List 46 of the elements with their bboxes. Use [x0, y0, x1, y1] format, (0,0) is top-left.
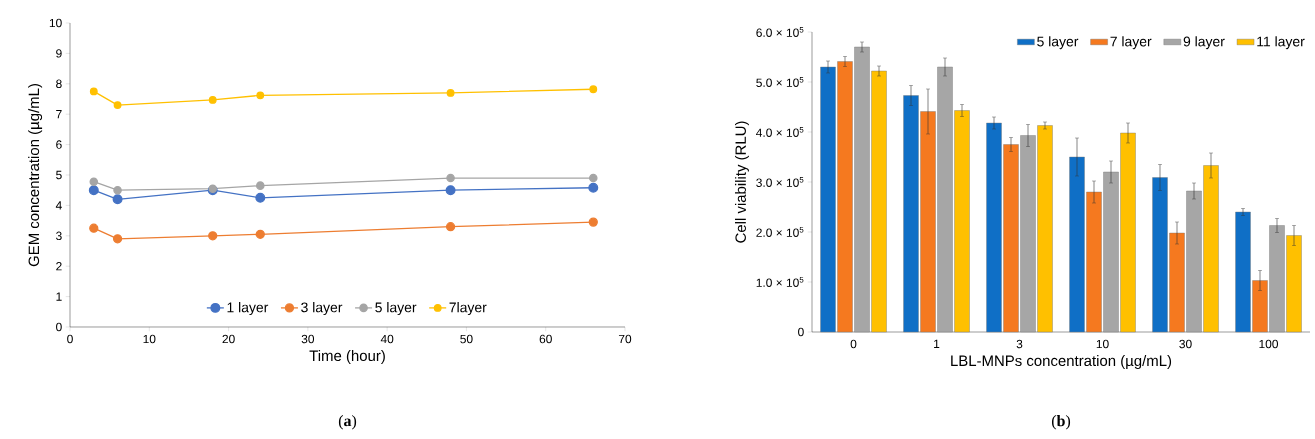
x-tick-label: 0: [67, 334, 73, 344]
x-tick-label: 10: [143, 334, 156, 344]
x-tick-label: 70: [618, 334, 632, 344]
y-tick-label: 5.0 × 10$^{5}$: [756, 77, 804, 87]
x-tick-label: 30: [1179, 339, 1192, 349]
legend-label: 7layer: [449, 302, 487, 316]
x-tick-label: 1: [934, 339, 940, 348]
y-tick-label: 7: [56, 110, 62, 119]
text: (a): [338, 415, 357, 430]
legend-label: 5 layer: [375, 302, 417, 316]
x-tick-label: 10: [1096, 339, 1109, 349]
y-tick-label: 10: [49, 18, 62, 28]
y-axis-title: Cell viability (RLU): [735, 121, 749, 243]
y-tick-label: 1: [56, 292, 62, 301]
y-tick-label: 4: [55, 201, 62, 210]
legend-label: 5 layer: [1037, 36, 1079, 50]
y-tick-label: 0: [56, 322, 62, 332]
y-tick-label: 8: [56, 79, 62, 89]
y-tick-label: 9: [56, 49, 62, 58]
y-tick-label: 0: [798, 327, 804, 337]
y-tick-label: 2: [56, 262, 62, 271]
legend-label: 3 layer: [301, 302, 343, 316]
y-tick-label: 4.0 × 10$^{5}$: [756, 127, 804, 137]
y-tick-label: 6.0 × 10$^{5}$: [756, 27, 804, 37]
text: (b): [1051, 415, 1071, 430]
x-tick-label: 30: [301, 334, 315, 344]
x-tick-label: 40: [380, 334, 394, 344]
x-axis-title: Time (hour): [309, 350, 385, 364]
x-tick-label: 0: [850, 339, 857, 349]
y-tick-label: 5: [56, 170, 62, 180]
y-tick-label: 2.0 × 10$^{5}$: [756, 227, 804, 237]
legend-label: 1 layer: [227, 302, 269, 316]
legend-label: 7 layer: [1110, 36, 1152, 50]
y-tick-label: 3: [56, 231, 62, 241]
legend-label: 9 layer: [1183, 36, 1225, 50]
x-tick-label: 100: [1259, 339, 1279, 349]
y-tick-label: 6: [56, 140, 62, 149]
legend-label: 11 layer: [1257, 36, 1305, 50]
x-tick-label: 60: [539, 334, 552, 344]
y-tick-label: 1.0 × 10$^{5}$: [756, 277, 804, 287]
y-axis-title: GEM concentration (µg/mL): [28, 84, 43, 267]
x-tick-label: 20: [222, 334, 235, 344]
x-tick-label: 50: [460, 334, 473, 344]
x-tick-label: 3: [1016, 339, 1023, 349]
x-axis-title: LBL-MNPs concentration (µg/mL): [951, 355, 1172, 369]
y-tick-label: 3.0 × 10$^{5}$: [756, 177, 804, 187]
